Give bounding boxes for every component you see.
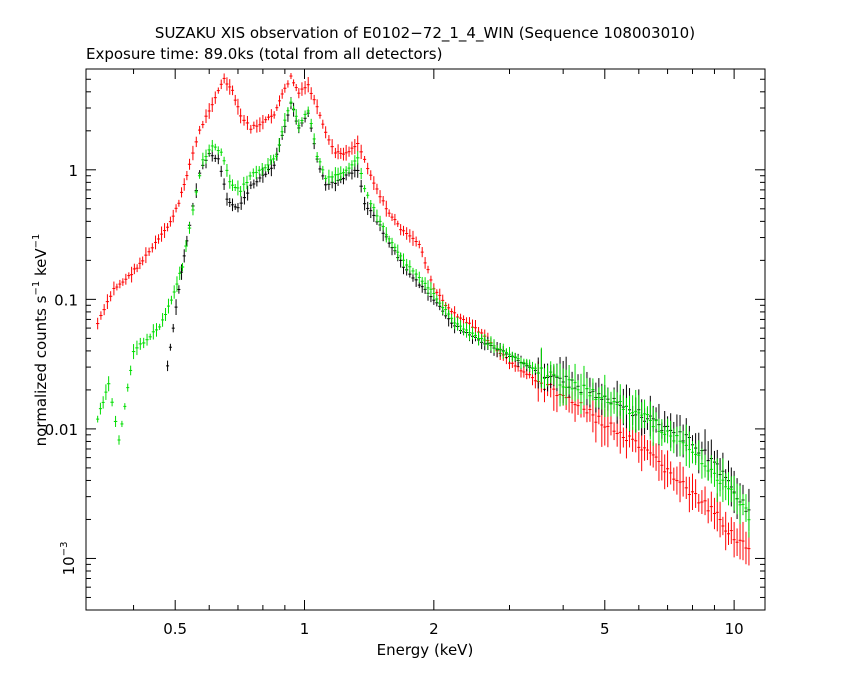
series-0	[96, 73, 751, 566]
x-tick-label: 2	[429, 620, 439, 638]
series-2	[96, 97, 751, 538]
x-axis-label: Energy (keV)	[377, 641, 474, 659]
y-axis-label-exp2: −1	[31, 234, 42, 249]
x-tick-label: 0.5	[163, 620, 187, 638]
plot-frame	[85, 68, 766, 611]
y-axis-label-main: normalized counts s	[32, 295, 50, 446]
x-tick-label: 1	[300, 620, 310, 638]
y-tick-label: 0.1	[54, 291, 78, 309]
y-tick-label: 0.01	[45, 421, 78, 439]
y-axis-label-unit: keV	[32, 248, 50, 281]
axis-ticks: 0.5 1 2 5 10 1 0.1 0.01 10−3	[45, 68, 765, 638]
series-1	[166, 97, 751, 531]
y-tick-label: 1	[68, 162, 78, 180]
y-axis-label: normalized counts s−1 keV−1	[31, 234, 50, 447]
y-axis-label-exp1: −1	[31, 281, 42, 296]
chart-title: SUZAKU XIS observation of E0102−72_1_4_W…	[155, 24, 695, 43]
chart-subtitle: Exposure time: 89.0ks (total from all de…	[86, 45, 442, 63]
x-tick-label: 5	[600, 620, 610, 638]
x-tick-label: 10	[725, 620, 744, 638]
series-layer	[96, 73, 751, 566]
y-tick-label: 10−3	[59, 542, 78, 576]
